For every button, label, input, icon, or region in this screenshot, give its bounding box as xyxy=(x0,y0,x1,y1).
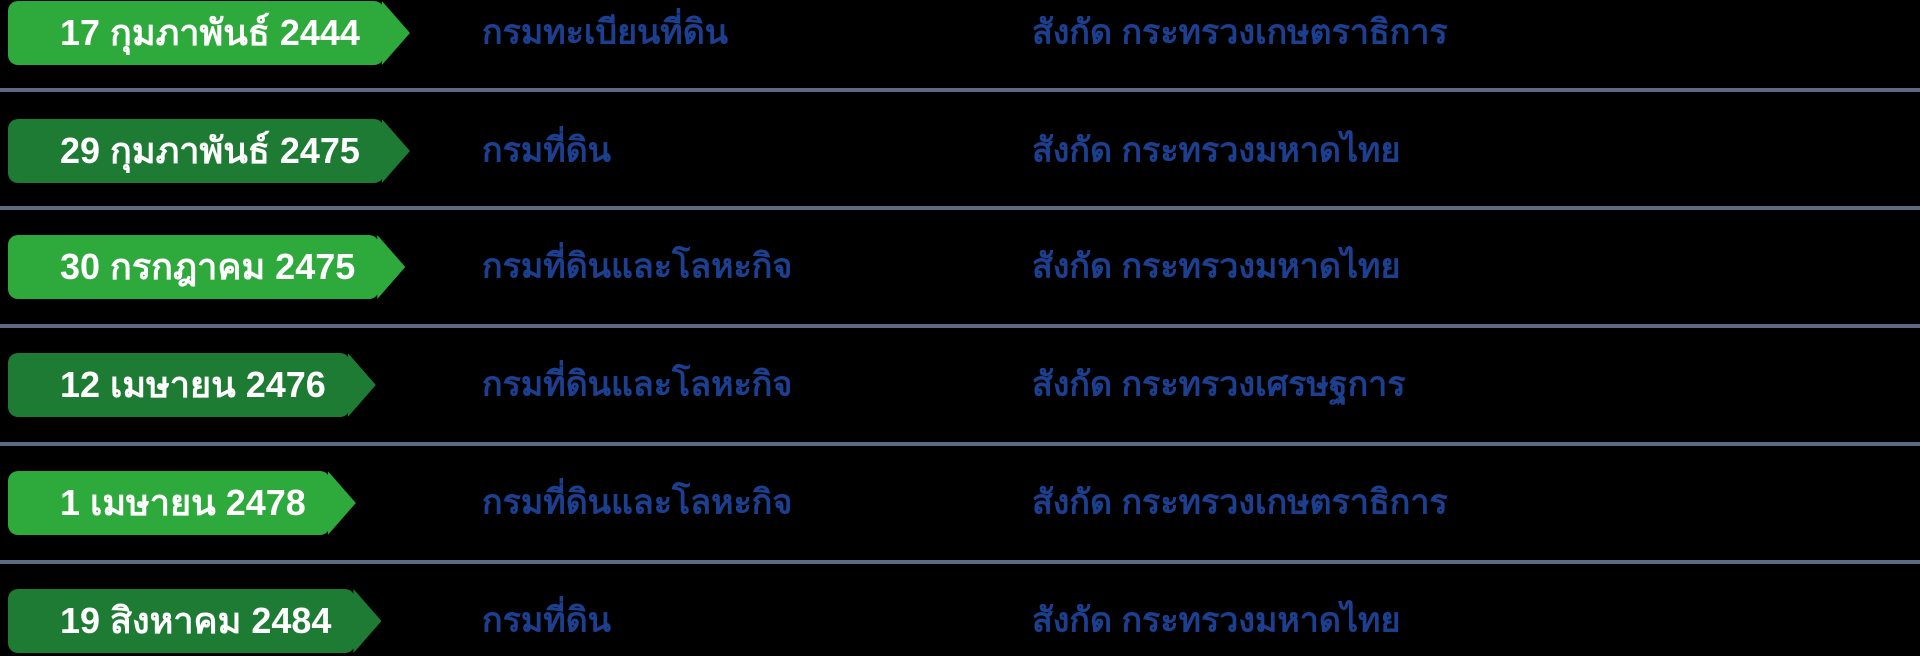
date-badge: 1 เมษายน 2478 xyxy=(8,471,330,535)
department-label: กรมที่ดิน xyxy=(482,601,611,640)
date-label: 1 เมษายน 2478 xyxy=(60,482,306,523)
row-divider xyxy=(0,442,1920,446)
affiliation-label: สังกัด กระทรวงมหาดไทย xyxy=(1032,247,1401,286)
affiliation-label: สังกัด กระทรวงเศรษฐการ xyxy=(1032,365,1406,404)
affiliation-label: สังกัด กระทรวงมหาดไทย xyxy=(1032,601,1401,640)
date-label: 29 กุมภาพันธ์ 2475 xyxy=(60,130,360,171)
department-label: กรมที่ดินและโลหะกิจ xyxy=(482,247,793,286)
affiliation-label: สังกัด กระทรวงเกษตราธิการ xyxy=(1032,13,1448,52)
timeline-row: 1 เมษายน 2478 กรมที่ดินและโลหะกิจ สังกัด… xyxy=(0,471,1920,535)
date-badge: 19 สิงหาคม 2484 xyxy=(8,589,356,653)
date-badge: 17 กุมภาพันธ์ 2444 xyxy=(8,1,384,65)
date-badge: 30 กรกฎาคม 2475 xyxy=(8,235,380,299)
timeline-row: 29 กุมภาพันธ์ 2475 กรมที่ดิน สังกัด กระท… xyxy=(0,119,1920,183)
affiliation-label: สังกัด กระทรวงมหาดไทย xyxy=(1032,131,1401,170)
date-badge: 12 เมษายน 2476 xyxy=(8,353,350,417)
row-divider xyxy=(0,324,1920,328)
date-label: 17 กุมภาพันธ์ 2444 xyxy=(60,12,360,53)
row-divider xyxy=(0,560,1920,564)
department-label: กรมที่ดิน xyxy=(482,131,611,170)
timeline-row: 12 เมษายน 2476 กรมที่ดินและโลหะกิจ สังกั… xyxy=(0,353,1920,417)
date-label: 30 กรกฎาคม 2475 xyxy=(60,246,356,287)
date-label: 12 เมษายน 2476 xyxy=(60,364,326,405)
timeline-row: 19 สิงหาคม 2484 กรมที่ดิน สังกัด กระทรวง… xyxy=(0,589,1920,653)
department-label: กรมที่ดินและโลหะกิจ xyxy=(482,483,793,522)
date-label: 19 สิงหาคม 2484 xyxy=(60,600,332,641)
date-badge: 29 กุมภาพันธ์ 2475 xyxy=(8,119,384,183)
department-label: กรมทะเบียนที่ดิน xyxy=(482,13,729,52)
timeline-row: 30 กรกฎาคม 2475 กรมที่ดินและโลหะกิจ สังก… xyxy=(0,235,1920,299)
department-label: กรมที่ดินและโลหะกิจ xyxy=(482,365,793,404)
affiliation-label: สังกัด กระทรวงเกษตราธิการ xyxy=(1032,483,1448,522)
row-divider xyxy=(0,206,1920,210)
timeline-row: 17 กุมภาพันธ์ 2444 กรมทะเบียนที่ดิน สังก… xyxy=(0,1,1920,65)
row-divider xyxy=(0,88,1920,92)
